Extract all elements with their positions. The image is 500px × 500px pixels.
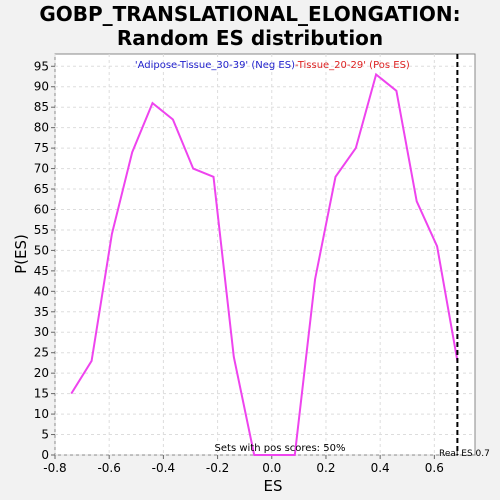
y-tick-label: 35 (34, 305, 49, 319)
real-es-label: Real ES 0.7 (439, 449, 490, 459)
x-axis-label: ES (264, 477, 283, 495)
y-tick-label: 40 (34, 284, 49, 298)
legend-pos-label: -Tissue_20-29' (Pos ES) (295, 60, 410, 71)
grid (54, 54, 475, 456)
series-line (70, 72, 459, 456)
y-tick-label: 20 (34, 366, 49, 380)
x-tick-label: 0.2 (316, 461, 335, 475)
x-tick-label: 0.4 (371, 461, 390, 475)
y-tick-label: 90 (34, 80, 49, 94)
y-tick-label: 45 (34, 264, 49, 278)
y-axis: 0 5 10 15 20 25 30 35 40 45 50 55 60 65 70 75 80 85 90 95 (34, 59, 55, 462)
legend-neg-label: 'Adipose-Tissue_30-39' (Neg ES) (135, 60, 295, 71)
y-tick-label: 50 (34, 243, 49, 257)
x-tick-label: -0.4 (152, 461, 175, 475)
y-tick-label: 25 (34, 346, 49, 360)
y-tick-label: 5 (41, 428, 49, 442)
chart-title-line-2: Random ES distribution (116, 26, 384, 50)
plot-area (54, 53, 476, 456)
y-tick-label: 55 (34, 223, 49, 237)
y-axis-label: P(ES) (12, 234, 30, 274)
x-tick-label: -0.2 (206, 461, 229, 475)
y-tick-label: 10 (34, 407, 49, 421)
x-axis: -0.8 -0.6 -0.4 -0.2 0.0 0.2 0.4 0.6 (43, 455, 444, 475)
y-tick-label: 65 (34, 182, 49, 196)
y-tick-label: 30 (34, 325, 49, 339)
y-tick-label: 15 (34, 387, 49, 401)
y-tick-label: 0 (41, 448, 49, 462)
y-tick-label: 95 (34, 59, 49, 73)
x-tick-label: 0.6 (425, 461, 444, 475)
y-tick-label: 60 (34, 202, 49, 216)
y-tick-label: 80 (34, 121, 49, 135)
y-tick-label: 75 (34, 141, 49, 155)
y-tick-label: 70 (34, 162, 49, 176)
x-tick-label: 0.0 (262, 461, 281, 475)
pos-scores-annotation: Sets with pos scores: 50% (215, 443, 346, 454)
y-tick-label: 85 (34, 100, 49, 114)
chart-title-line-1: GOBP_TRANSLATIONAL_ELONGATION: (39, 2, 461, 26)
x-tick-label: -0.8 (43, 461, 66, 475)
chart-title: GOBP_TRANSLATIONAL_ELONGATION: Random ES… (0, 2, 500, 50)
x-tick-label: -0.6 (97, 461, 120, 475)
